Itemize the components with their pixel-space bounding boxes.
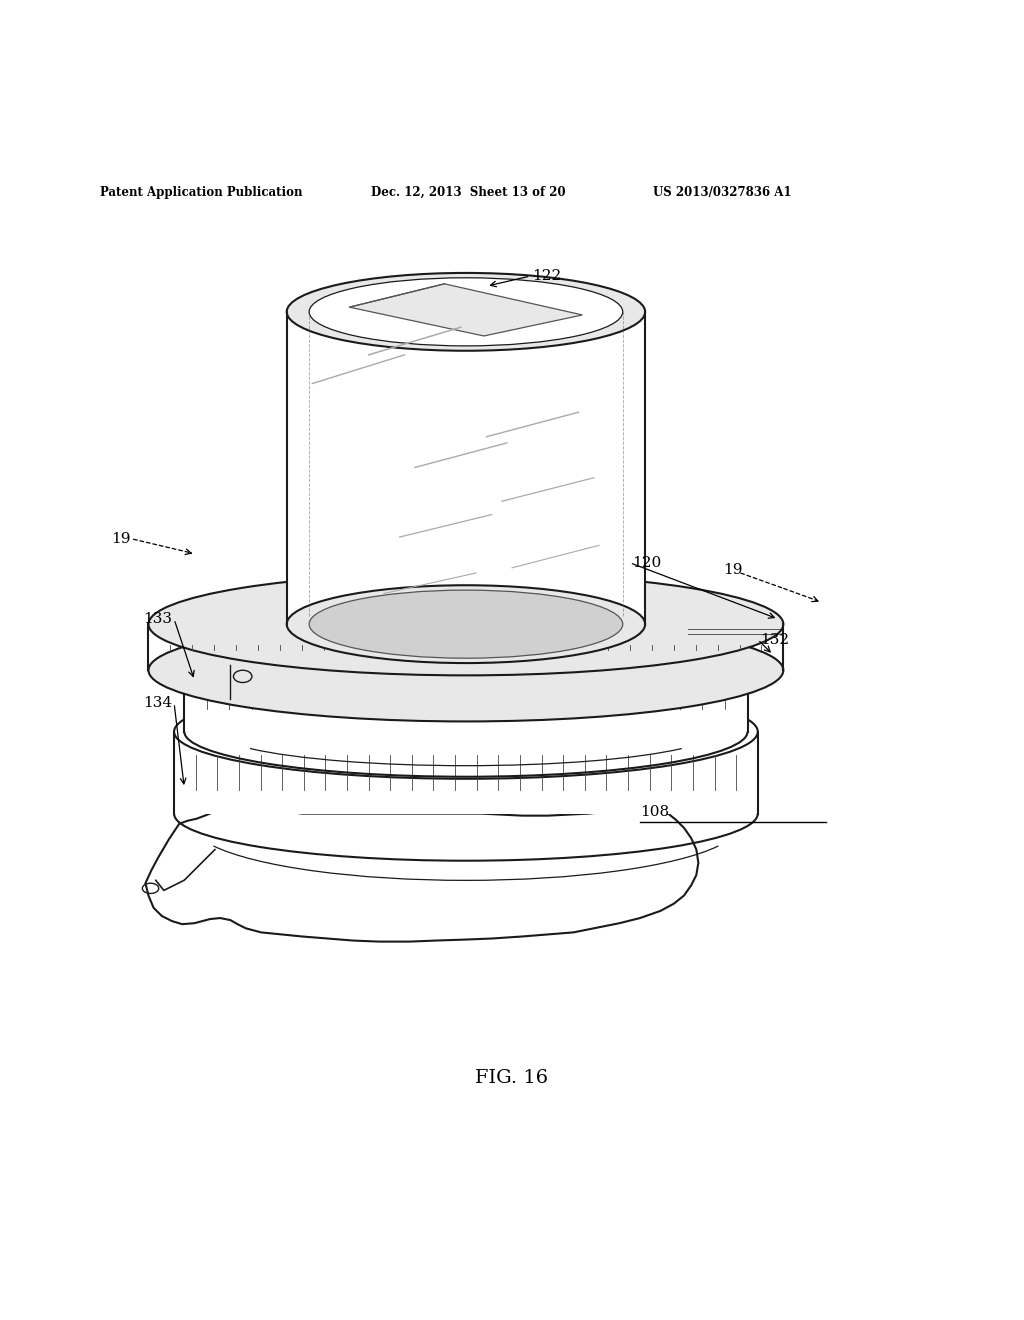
Ellipse shape — [309, 277, 623, 346]
Text: Patent Application Publication: Patent Application Publication — [100, 186, 303, 198]
Polygon shape — [349, 284, 583, 337]
Text: 19: 19 — [112, 532, 131, 546]
Ellipse shape — [309, 590, 623, 659]
Text: 122: 122 — [532, 269, 562, 282]
Text: 132: 132 — [760, 632, 788, 647]
Text: 120: 120 — [632, 556, 662, 570]
Polygon shape — [148, 624, 783, 671]
Text: US 2013/0327836 A1: US 2013/0327836 A1 — [653, 186, 792, 198]
Ellipse shape — [184, 626, 748, 715]
Polygon shape — [287, 312, 645, 624]
Text: FIG. 16: FIG. 16 — [475, 1069, 549, 1086]
Ellipse shape — [287, 585, 645, 663]
Text: 19: 19 — [723, 562, 742, 577]
Polygon shape — [145, 804, 698, 941]
Ellipse shape — [148, 619, 783, 722]
Text: 108: 108 — [640, 805, 669, 818]
Ellipse shape — [174, 685, 758, 779]
Text: 133: 133 — [143, 612, 172, 626]
Polygon shape — [174, 731, 758, 813]
Polygon shape — [184, 671, 748, 731]
Ellipse shape — [287, 273, 645, 351]
Ellipse shape — [148, 573, 783, 676]
Text: Dec. 12, 2013  Sheet 13 of 20: Dec. 12, 2013 Sheet 13 of 20 — [371, 186, 565, 198]
Text: 134: 134 — [143, 696, 172, 710]
